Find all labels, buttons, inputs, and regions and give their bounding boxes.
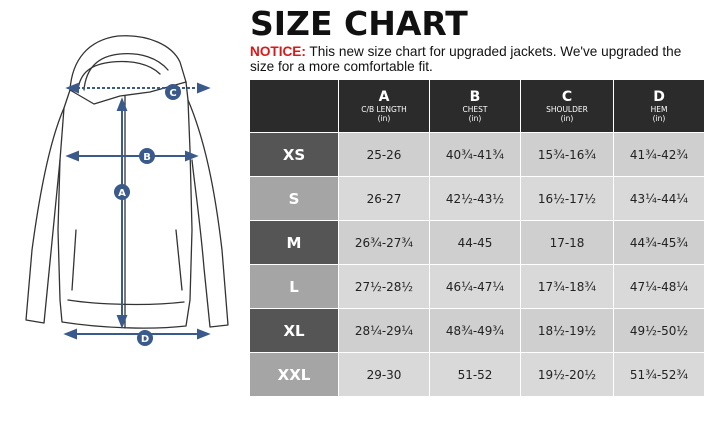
table-cell: 46¼-47¼ (430, 265, 520, 308)
marker-b-label: B (143, 152, 151, 163)
size-label-cell: XL (250, 309, 338, 352)
header-name: CHEST (462, 105, 488, 114)
table-cell: 19½-20½ (521, 353, 613, 396)
notice-label: NOTICE: (250, 44, 306, 59)
table-cell: 16½-17½ (521, 177, 613, 220)
header-name: HEM (650, 105, 668, 114)
table-cell: 18½-19½ (521, 309, 613, 352)
table-cell: 48¾-49¾ (430, 309, 520, 352)
header-name: SHOULDER (546, 105, 588, 114)
table-cell: 51-52 (430, 353, 520, 396)
size-label-cell: S (250, 177, 338, 220)
marker-c (165, 84, 181, 100)
table-cell: 17-18 (521, 221, 613, 264)
marker-a-label: A (118, 188, 126, 199)
header-unit: (in) (560, 114, 574, 123)
notice-text: NOTICE: This new size chart for upgraded… (250, 44, 706, 74)
header-letter: B (469, 89, 481, 105)
measure-markers: A B C D (114, 84, 181, 346)
table-cell: 42½-43½ (430, 177, 520, 220)
table-cell: 49½-50½ (614, 309, 704, 352)
header-letter: D (653, 89, 665, 105)
header-unit: (in) (468, 114, 482, 123)
table-cell: 47¼-48¼ (614, 265, 704, 308)
header-d: D HEM (in) (614, 80, 704, 132)
size-table: A C/B LENGTH (in) B CHEST (in) C SHOULDE… (250, 80, 704, 396)
table-cell: 26-27 (339, 177, 429, 220)
marker-a (114, 184, 130, 200)
table-cell: 44-45 (430, 221, 520, 264)
table-cell: 51¾-52¾ (614, 353, 704, 396)
hood-inner (83, 52, 169, 91)
left-sleeve (25, 107, 65, 324)
header-name: C/B LENGTH (361, 105, 407, 114)
hood-outline (69, 35, 187, 91)
marker-b (139, 148, 155, 164)
jacket-measurement-diagram: A B C D (25, 35, 229, 346)
table-cell: 25-26 (339, 133, 429, 176)
table-cell: 15¾-16¾ (521, 133, 613, 176)
header-b: B CHEST (in) (430, 80, 520, 132)
table-cell: 40¾-41¾ (430, 133, 520, 176)
header-a: A C/B LENGTH (in) (339, 80, 429, 132)
table-cell: 17¾-18¾ (521, 265, 613, 308)
header-corner (250, 80, 338, 132)
header-unit: (in) (377, 114, 391, 123)
marker-c-label: C (169, 88, 176, 99)
table-cell: 26¾-27¾ (339, 221, 429, 264)
size-label-cell: XS (250, 133, 338, 176)
notice-body: This new size chart for upgraded jackets… (250, 44, 682, 74)
header-letter: A (378, 89, 390, 105)
table-cell: 27½-28½ (339, 265, 429, 308)
marker-d (137, 330, 153, 346)
right-sleeve (187, 99, 229, 328)
table-cell: 44¾-45¾ (614, 221, 704, 264)
table-cell: 43¼-44¼ (614, 177, 704, 220)
size-label-cell: M (250, 221, 338, 264)
header-c: C SHOULDER (in) (521, 80, 613, 132)
header-unit: (in) (652, 114, 666, 123)
table-cell: 41¾-42¾ (614, 133, 704, 176)
marker-d-label: D (141, 334, 149, 345)
header-letter: C (561, 89, 573, 105)
size-label-cell: L (250, 265, 338, 308)
page-title: SIZE CHART (250, 4, 468, 43)
table-cell: 28¼-29¼ (339, 309, 429, 352)
table-cell: 29-30 (339, 353, 429, 396)
size-label-cell: XXL (250, 353, 338, 396)
